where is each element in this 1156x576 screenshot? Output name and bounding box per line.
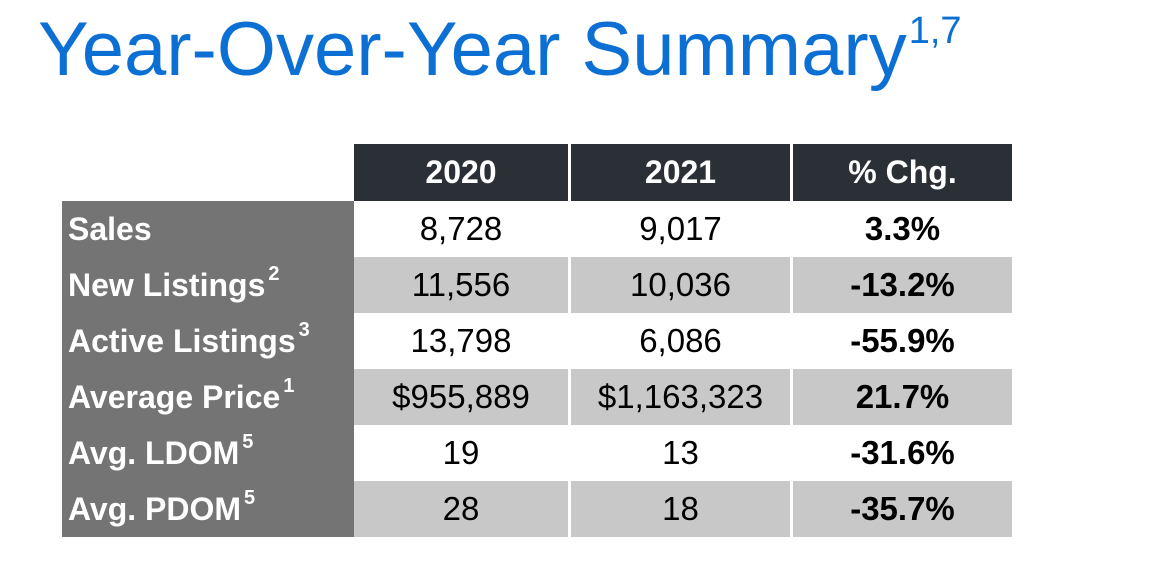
cell-2021: 13 (571, 425, 793, 481)
cell-2021: 10,036 (571, 257, 793, 313)
footnote-marker: 1 (283, 374, 295, 397)
row-label-text: Avg. LDOM (68, 434, 240, 471)
table-row-sales: Sales 8,728 9,017 3.3% (62, 201, 1012, 257)
row-label: Avg. PDOM 5 (62, 481, 354, 537)
header-pct-change: % Chg. (793, 144, 1012, 201)
cell-2021: 9,017 (571, 201, 793, 257)
cell-pct-change: -55.9% (793, 313, 1012, 369)
row-label: Average Price 1 (62, 369, 354, 425)
row-label: Active Listings 3 (62, 313, 354, 369)
cell-2020: 13,798 (354, 313, 571, 369)
table-row-average-price: Average Price 1 $955,889 $1,163,323 21.7% (62, 369, 1012, 425)
cell-pct-change: 21.7% (793, 369, 1012, 425)
header-2020: 2020 (354, 144, 571, 201)
cell-pct-change: -31.6% (793, 425, 1012, 481)
table-row-avg-pdom: Avg. PDOM 5 28 18 -35.7% (62, 481, 1012, 537)
header-corner (62, 144, 354, 201)
cell-2020: 11,556 (354, 257, 571, 313)
footnote-marker: 5 (242, 430, 254, 453)
cell-2020: 28 (354, 481, 571, 537)
row-label-text: Average Price (68, 378, 281, 415)
page-title: Year-Over-Year Summary1,7 (38, 12, 962, 88)
header-2021: 2021 (571, 144, 793, 201)
cell-2021: 18 (571, 481, 793, 537)
row-label-text: New Listings (68, 266, 266, 303)
header-row: 2020 2021 % Chg. (62, 144, 1012, 201)
cell-pct-change: -35.7% (793, 481, 1012, 537)
cell-pct-change: 3.3% (793, 201, 1012, 257)
table-row-avg-ldom: Avg. LDOM 5 19 13 -31.6% (62, 425, 1012, 481)
row-label-text: Avg. PDOM (68, 490, 242, 527)
row-label: Sales (62, 201, 354, 257)
row-label: New Listings 2 (62, 257, 354, 313)
cell-2021: $1,163,323 (571, 369, 793, 425)
row-label-text: Active Listings (68, 322, 296, 359)
row-label: Avg. LDOM 5 (62, 425, 354, 481)
table-row-new-listings: New Listings 2 11,556 10,036 -13.2% (62, 257, 1012, 313)
cell-2020: $955,889 (354, 369, 571, 425)
page-title-text: Year-Over-Year Summary (38, 7, 907, 92)
title-footnote-marker: 1,7 (908, 9, 962, 52)
footnote-marker: 3 (298, 318, 310, 341)
row-label-text: Sales (68, 210, 152, 247)
footnote-marker: 2 (268, 262, 280, 285)
cell-pct-change: -13.2% (793, 257, 1012, 313)
summary-table: 2020 2021 % Chg. Sales 8,728 9,017 3.3% … (62, 144, 1012, 537)
footnote-marker: 5 (244, 486, 256, 509)
cell-2020: 19 (354, 425, 571, 481)
table-row-active-listings: Active Listings 3 13,798 6,086 -55.9% (62, 313, 1012, 369)
cell-2021: 6,086 (571, 313, 793, 369)
cell-2020: 8,728 (354, 201, 571, 257)
